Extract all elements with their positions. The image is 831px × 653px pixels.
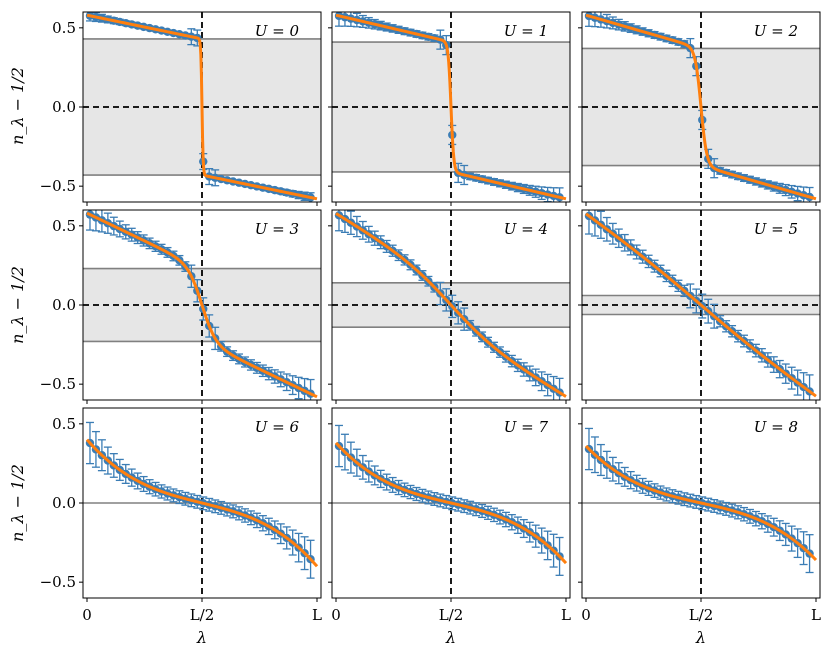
- x-axis-title-col-1: λ: [196, 628, 207, 647]
- panel-6: U = 5: [578, 209, 821, 404]
- y-tick-label: 0.0: [52, 494, 76, 512]
- y-tick-label: 0.5: [52, 415, 76, 433]
- panels-group: 0.5 0.0 −0.5 U = 0 U = 1 U = 2 0.5 0.0 −0.5 U = 3…: [40, 11, 821, 624]
- x-tick-label: 0: [82, 606, 92, 624]
- series-group: [334, 12, 567, 202]
- fit-line: [585, 13, 817, 201]
- x-tick-label: L/2: [439, 606, 464, 624]
- x-tick-label: 0: [581, 606, 591, 624]
- x-tick-label: L: [811, 606, 821, 624]
- panel-label: U = 5: [754, 220, 798, 238]
- fit-line: [85, 438, 319, 568]
- series-group: [584, 427, 818, 574]
- x-tick-label: L/2: [190, 606, 215, 624]
- y-tick-label: 0.5: [52, 19, 76, 37]
- y-tick-label: 0.0: [52, 98, 76, 116]
- panel-label: U = 2: [754, 22, 798, 40]
- y-axis-title-row-3: n_λ − 1/2: [8, 464, 27, 542]
- panel-3: U = 2: [578, 11, 821, 206]
- panel-8: 0 L/2 L U = 7: [328, 407, 571, 624]
- panel-5: U = 4: [328, 209, 571, 404]
- fit-line: [335, 13, 567, 201]
- series-group: [85, 421, 319, 579]
- fit-line: [86, 13, 318, 201]
- fit-line: [86, 211, 318, 399]
- y-tick-label: −0.5: [40, 177, 76, 195]
- panel-label: U = 6: [255, 418, 300, 436]
- fit-line: [584, 444, 818, 562]
- x-tick-label: L/2: [689, 606, 714, 624]
- panel-label: U = 0: [255, 22, 300, 40]
- panel-label: U = 4: [504, 220, 548, 238]
- panel-label: U = 8: [754, 418, 798, 436]
- panel-1: 0.5 0.0 −0.5 U = 0: [40, 11, 322, 206]
- x-tick-label: L: [561, 606, 571, 624]
- panel-label: U = 1: [504, 22, 548, 40]
- y-tick-label: −0.5: [40, 573, 76, 591]
- y-axis-title-row-1: n_λ − 1/2: [8, 67, 27, 145]
- panel-7: 0.5 0.0 −0.5 0 L/2 L U = 6: [40, 407, 322, 624]
- series-group: [584, 210, 817, 400]
- fit-line: [335, 212, 567, 398]
- series-group: [584, 12, 817, 202]
- panel-label: U = 3: [255, 220, 299, 238]
- panel-4: 0.5 0.0 −0.5 U = 3: [40, 209, 322, 404]
- y-tick-label: 0.5: [52, 217, 76, 235]
- series-group: [334, 210, 567, 400]
- x-tick-label: L: [312, 606, 322, 624]
- x-axis-title-col-3: λ: [695, 628, 706, 647]
- y-tick-label: 0.0: [52, 296, 76, 314]
- labels-group: n_λ − 1/2 n_λ − 1/2 n_λ − 1/2 λ λ λ: [8, 67, 706, 647]
- fit-line: [334, 441, 568, 565]
- x-tick-label: 0: [331, 606, 341, 624]
- x-axis-title-col-2: λ: [445, 628, 456, 647]
- series-group: [85, 210, 318, 400]
- panel-label: U = 7: [504, 418, 549, 436]
- series-group: [334, 424, 568, 576]
- panel-2: U = 1: [328, 11, 571, 206]
- series-group: [85, 12, 318, 202]
- panel-9: 0 L/2 L U = 8: [578, 407, 821, 624]
- y-tick-label: −0.5: [40, 375, 76, 393]
- y-axis-title-row-2: n_λ − 1/2: [8, 266, 27, 344]
- fit-line: [585, 212, 817, 398]
